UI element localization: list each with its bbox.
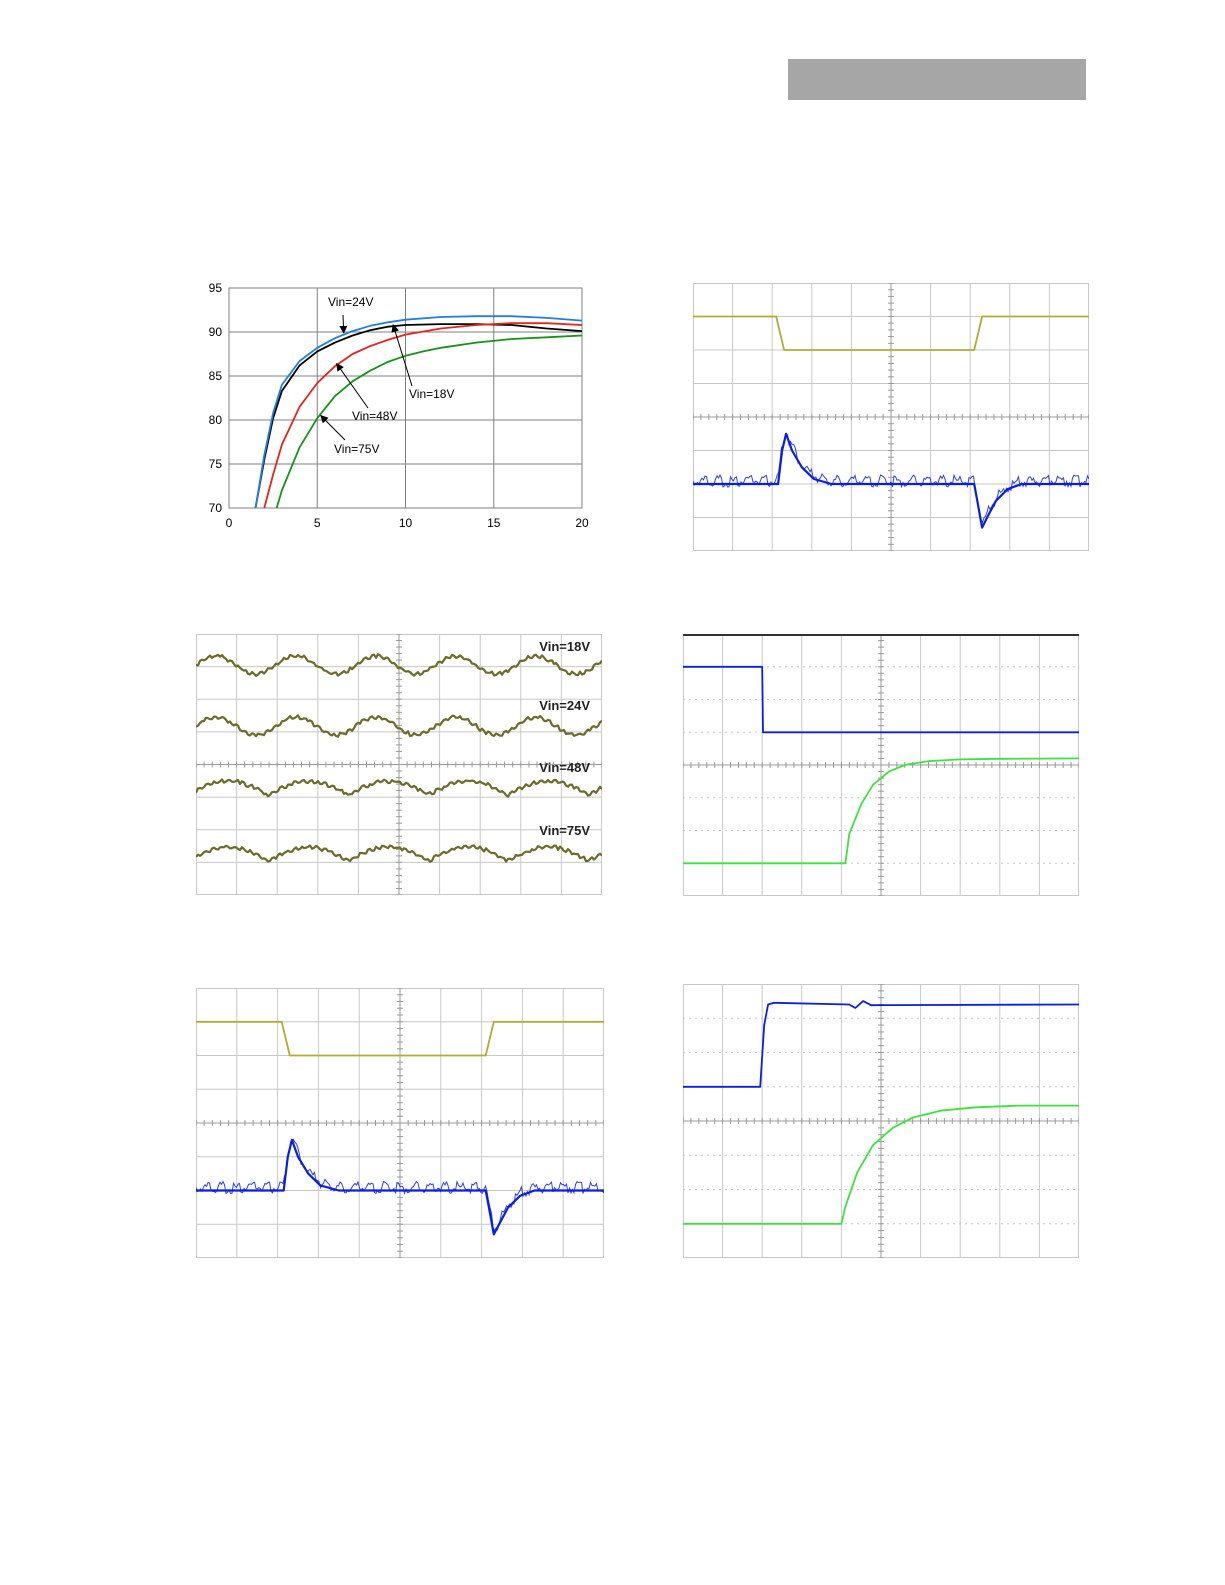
annotation-label: Vin=18V <box>409 387 455 401</box>
annotation-label: Vin=24V <box>328 295 374 309</box>
ripple-trace <box>196 778 602 798</box>
series-group <box>254 315 582 508</box>
efficiency-chart-svg: 70 75 80 85 90 95 0 5 10 15 20 Vin=24V Vin=18V Vin=48… <box>209 281 589 530</box>
x-tick-label: 20 <box>575 516 589 530</box>
y-tick-label: 75 <box>209 457 223 471</box>
turn-off-chart <box>683 634 1079 896</box>
annotation-arrow <box>339 314 348 334</box>
trace-noise <box>196 1138 604 1232</box>
x-tick-label: 0 <box>226 516 233 530</box>
efficiency-chart: 70 75 80 85 90 95 0 5 10 15 20 Vin=24V Vin=18V Vin=48… <box>188 280 600 545</box>
trace-line <box>683 1000 1079 1088</box>
transient-response-1-svg <box>693 283 1089 551</box>
y-tick-label: 80 <box>209 413 223 427</box>
ripple-trace <box>196 844 602 863</box>
ripple-trace <box>196 653 602 677</box>
ripple-label: Vin=24V <box>539 698 590 713</box>
trace-line <box>683 757 1079 865</box>
trace-line <box>683 1104 1079 1225</box>
ripple-chart-svg: Vin=18V Vin=24V Vin=48V Vin=75V <box>196 634 602 895</box>
annotation-arrow <box>336 362 369 409</box>
y-tick-label: 85 <box>209 369 223 383</box>
x-tick-label: 15 <box>487 516 501 530</box>
y-tick-label: 95 <box>209 281 223 295</box>
x-tick-label: 5 <box>314 516 321 530</box>
annotation-label: Vin=48V <box>352 409 398 423</box>
y-tick-label: 90 <box>209 325 223 339</box>
annotation-label: Vin=75V <box>334 442 380 456</box>
trace-line <box>683 665 1079 734</box>
transient-response-chart-2 <box>196 988 604 1258</box>
ripple-chart: Vin=18V Vin=24V Vin=48V Vin=75V <box>196 634 602 895</box>
trace-line <box>693 315 1089 351</box>
trace-noise <box>693 434 1089 524</box>
turn-off-chart-svg <box>683 634 1079 896</box>
series-line <box>275 334 582 508</box>
annotation-arrow <box>320 414 346 441</box>
header-bar <box>788 59 1086 100</box>
transient-response-2-svg <box>196 988 604 1258</box>
ripple-label: Vin=48V <box>539 760 590 775</box>
series-line <box>254 315 582 508</box>
ripple-label: Vin=75V <box>539 823 590 838</box>
turn-on-chart-svg <box>683 984 1079 1258</box>
x-tick-label: 10 <box>399 516 413 530</box>
y-tick-label: 70 <box>209 501 223 515</box>
transient-response-chart-1 <box>693 283 1089 551</box>
trace-line <box>196 1020 604 1057</box>
ripple-label: Vin=18V <box>539 639 590 654</box>
ripple-trace <box>196 714 602 738</box>
turn-on-chart <box>683 984 1079 1258</box>
annotation-arrow <box>391 324 413 387</box>
series-line <box>263 322 582 508</box>
